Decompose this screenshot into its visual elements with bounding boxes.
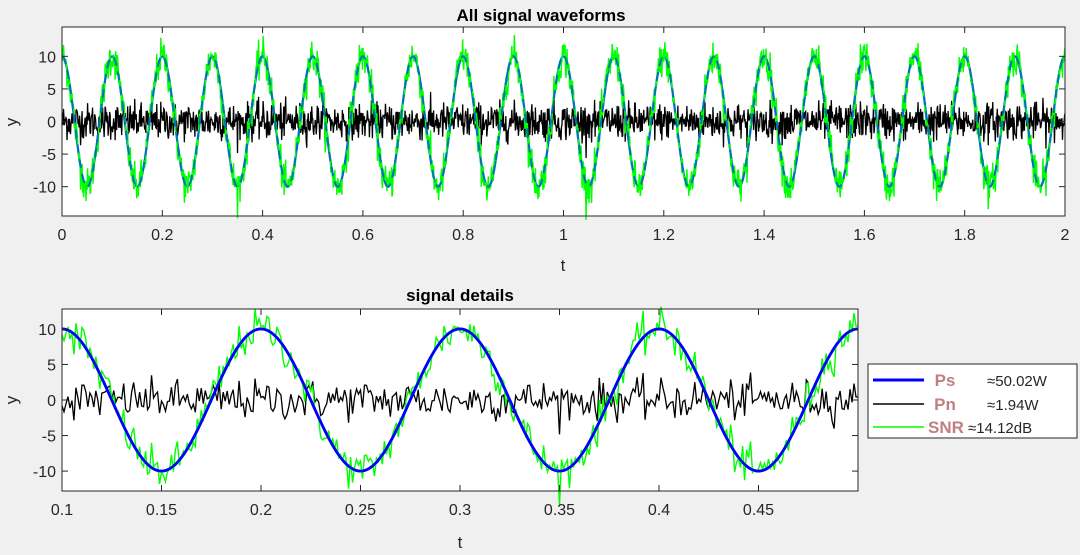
p1-ytick-label: 5 xyxy=(47,82,56,99)
p2-xtick-label: 0.25 xyxy=(345,502,376,519)
p1-signal-overlay-line xyxy=(61,55,1066,188)
p1-xtick-label: 0.2 xyxy=(151,227,173,244)
plot-1-series xyxy=(61,34,1066,220)
legend-value-pn: ≈1.94W xyxy=(987,397,1039,414)
legend-entry-pn: Pn ≈1.94W xyxy=(873,395,1039,414)
p2-ytick-label: 0 xyxy=(47,393,56,410)
p1-xtick-label: 2 xyxy=(1061,227,1070,244)
p1-xtick-label: 0.8 xyxy=(452,227,474,244)
plot-1-x-ticks: 0 0.2 0.4 0.6 0.8 1 1.2 1.4 1.6 1.8 2 xyxy=(58,27,1070,244)
p1-xtick-label: 0.6 xyxy=(352,227,374,244)
p1-xtick-label: 1.8 xyxy=(954,227,976,244)
legend: Ps ≈50.02W Pn ≈1.94W SNR ≈14.12dB xyxy=(867,363,1078,439)
p2-ytick-label: 10 xyxy=(38,322,56,339)
p1-ytick-label: 10 xyxy=(38,49,56,66)
p1-xtick-label: 0.4 xyxy=(251,227,273,244)
legend-label-pn: Pn xyxy=(934,395,956,414)
legend-entry-ps: Ps ≈50.02W xyxy=(873,371,1048,390)
p2-ytick-label: -10 xyxy=(33,464,56,481)
p1-xtick-label: 1.4 xyxy=(753,227,775,244)
p2-xtick-label: 0.3 xyxy=(449,502,471,519)
plot-2-series xyxy=(61,306,859,506)
p2-ytick-label: -5 xyxy=(42,429,56,446)
p2-signal-overlay-line xyxy=(61,327,859,473)
legend-value-ps: ≈50.02W xyxy=(987,373,1048,390)
plot-2-title: signal details xyxy=(406,286,514,305)
p1-xtick-label: 1 xyxy=(559,227,568,244)
legend-label-ps: Ps xyxy=(935,371,956,390)
p2-xtick-label: 0.4 xyxy=(648,502,670,519)
plot-2-area xyxy=(62,309,858,491)
p1-ytick-label: -10 xyxy=(33,180,56,197)
plot-1: All signal waveforms 0 0.2 0.4 0.6 0.8 1 1.2 1.… xyxy=(2,6,1070,275)
legend-value-snr: ≈14.12dB xyxy=(968,420,1032,437)
p1-xtick-label: 0 xyxy=(58,227,67,244)
p1-ytick-label: 0 xyxy=(47,115,56,132)
plot-2: signal details 0.1 0.15 0.2 0.25 0.3 0.35 0.4 0… xyxy=(2,286,859,552)
p2-xtick-label: 0.2 xyxy=(250,502,272,519)
plot-1-xlabel: t xyxy=(561,256,566,275)
p2-xtick-label: 0.45 xyxy=(743,502,774,519)
p1-xtick-label: 1.6 xyxy=(853,227,875,244)
p1-xtick-label: 1.2 xyxy=(653,227,675,244)
plot-1-title: All signal waveforms xyxy=(456,6,625,25)
legend-box xyxy=(867,363,1078,439)
plot-2-y-ticks: 10 5 0 -5 -10 xyxy=(33,322,858,481)
legend-label-snr: SNR xyxy=(928,418,964,437)
plot-1-y-ticks: 10 5 0 -5 -10 xyxy=(33,49,1065,197)
p1-noise-line xyxy=(61,91,1066,158)
plot-2-xlabel: t xyxy=(458,533,463,552)
p2-ytick-label: 5 xyxy=(47,357,56,374)
legend-entry-snr: SNR ≈14.12dB xyxy=(873,418,1032,437)
p2-xtick-label: 0.35 xyxy=(544,502,575,519)
p1-ytick-label: -5 xyxy=(42,147,56,164)
p2-xtick-label: 0.1 xyxy=(51,502,73,519)
p2-noise-line xyxy=(61,372,858,435)
p2-xtick-label: 0.15 xyxy=(146,502,177,519)
plot-2-ylabel: y xyxy=(2,395,21,404)
plot-2-x-ticks: 0.1 0.15 0.2 0.25 0.3 0.35 0.4 0.45 xyxy=(51,309,774,519)
p2-signal-plus-noise-line xyxy=(61,306,859,506)
plot-1-ylabel: y xyxy=(2,117,21,126)
